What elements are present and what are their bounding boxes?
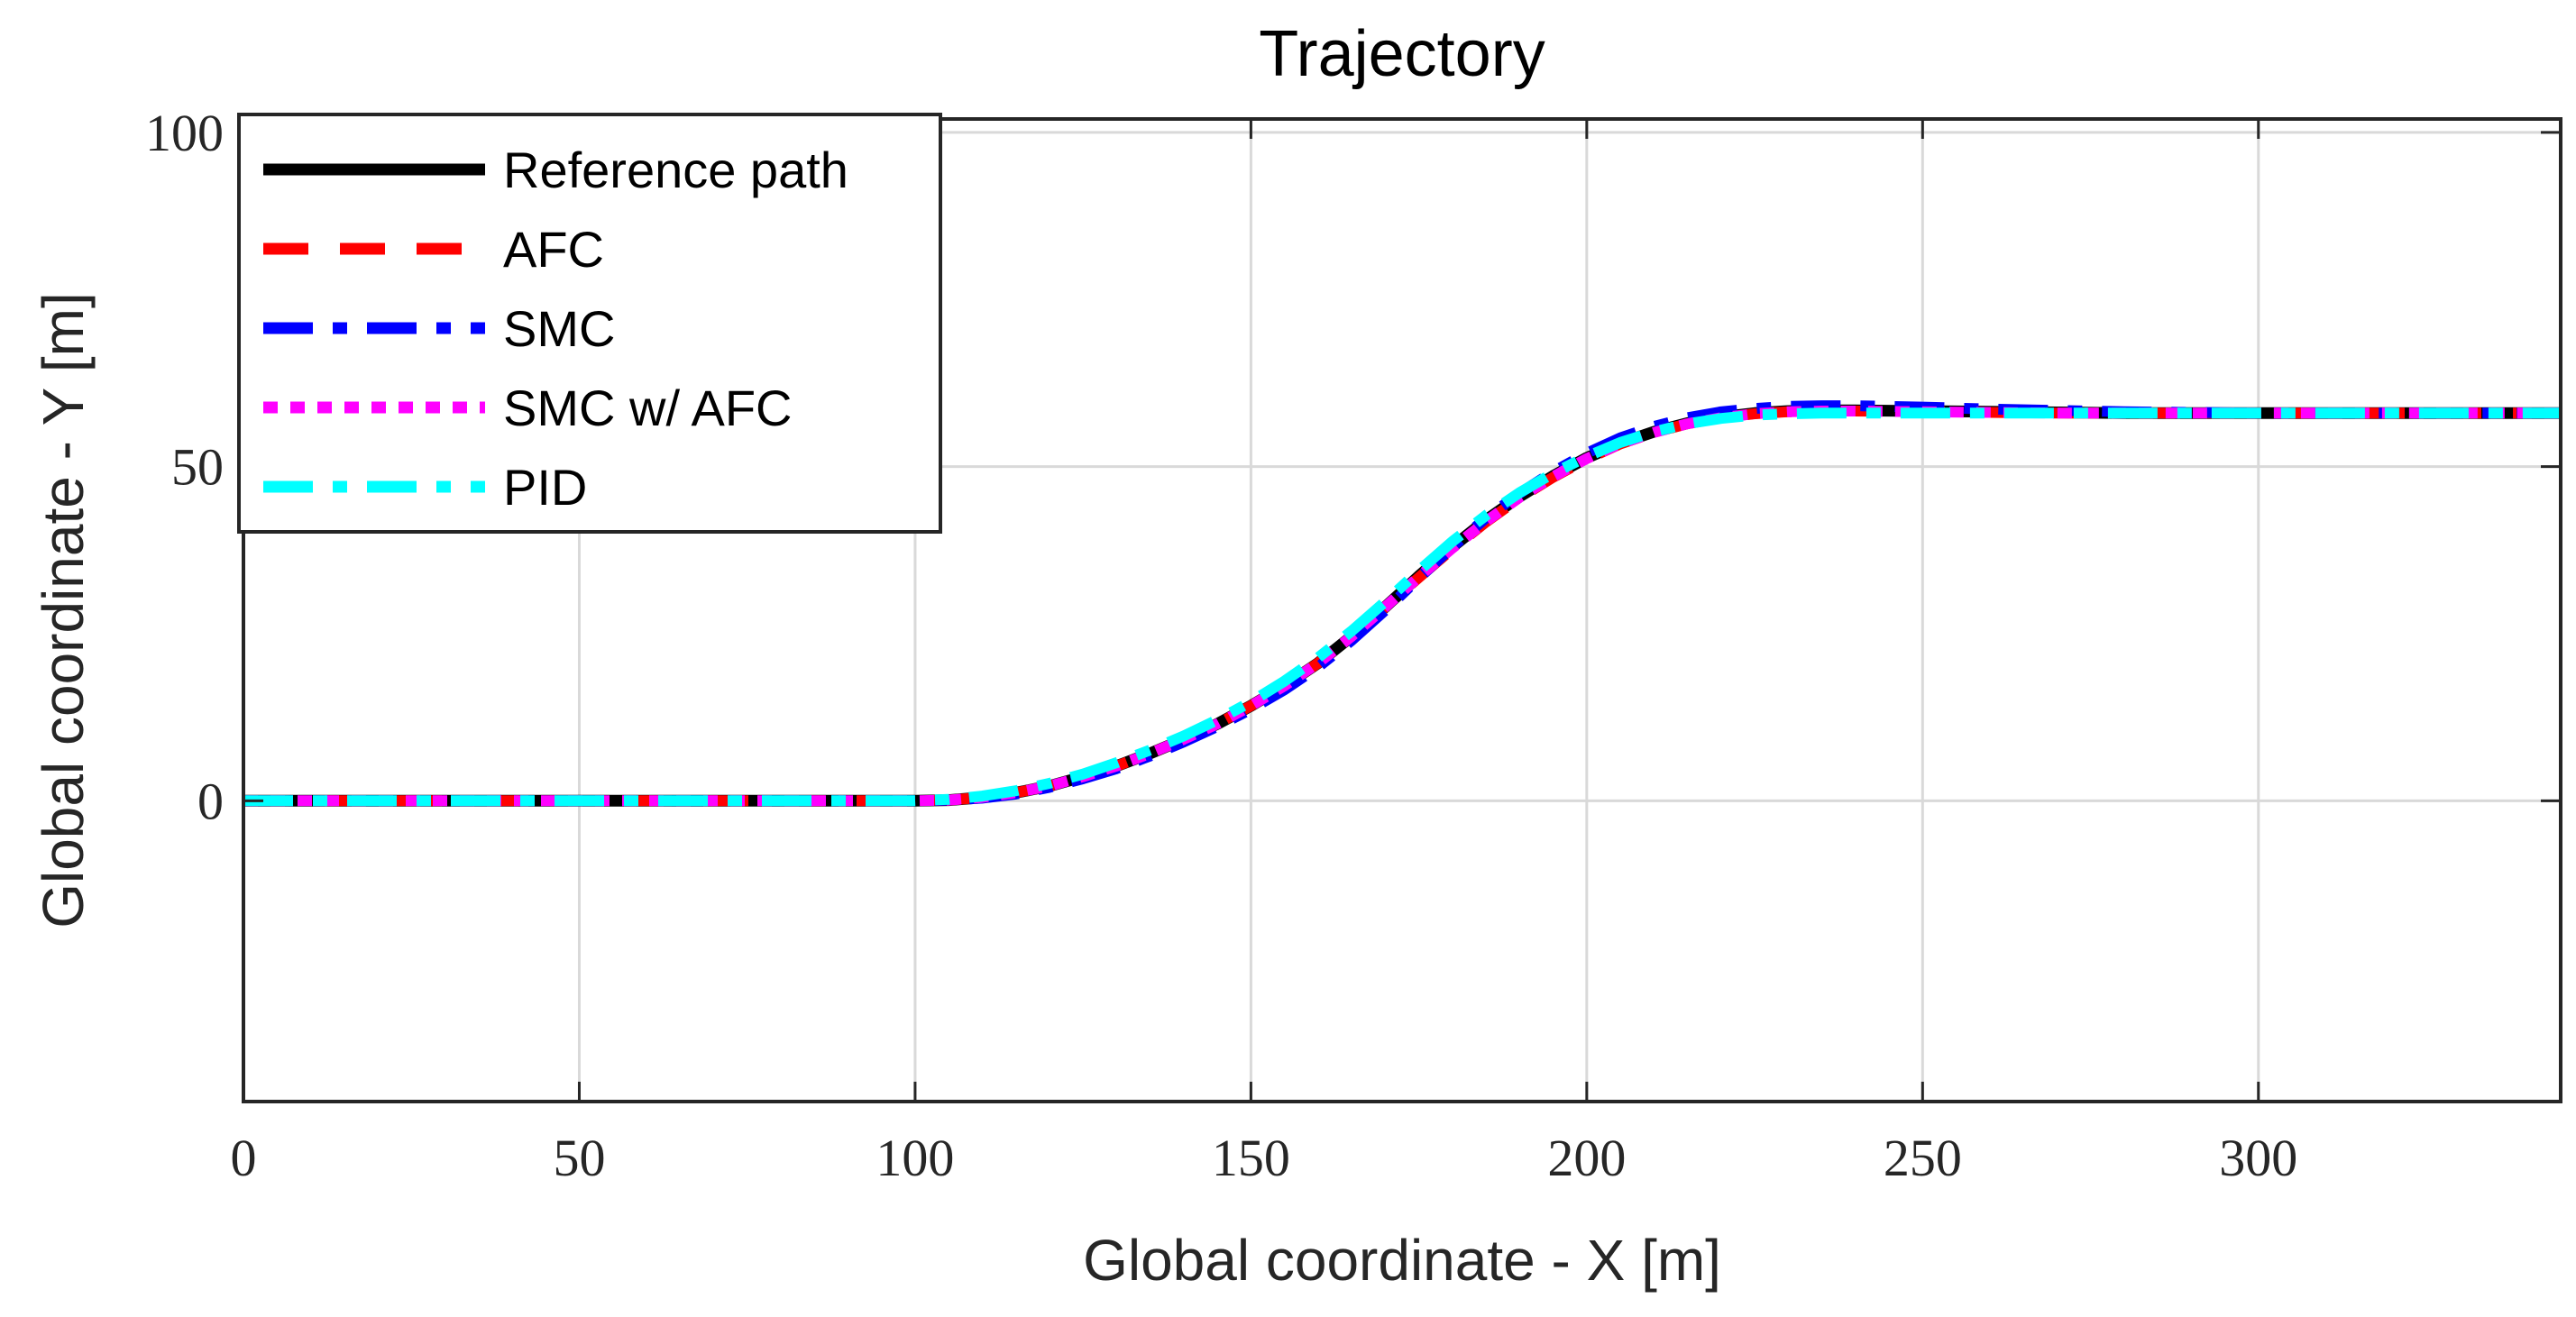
x-axis-label: Global coordinate - X [m] [1083, 1228, 1721, 1293]
series-line-pid [243, 407, 2561, 807]
legend-label: Reference path [503, 142, 848, 198]
y-tick-label: 100 [145, 104, 224, 162]
legend-label: SMC [503, 300, 615, 357]
x-tick-label: 200 [1547, 1129, 1626, 1187]
y-tick-label: 0 [197, 772, 224, 830]
legend: Reference path AFC SMC SMC w/ AFC PID [237, 113, 942, 534]
chart-title: Trajectory [1259, 18, 1545, 90]
x-tick-label: 150 [1212, 1129, 1290, 1187]
y-axis-label: Global coordinate - Y [m] [31, 292, 96, 928]
legend-label: SMC w/ AFC [503, 380, 792, 436]
x-tick-label: 50 [553, 1129, 605, 1187]
legend-label: AFC [503, 221, 604, 278]
x-tick-label: 100 [875, 1129, 954, 1187]
axes-box [242, 117, 2562, 1103]
y-tick-label: 50 [171, 438, 224, 497]
x-tick-label: 0 [231, 1129, 257, 1187]
series-layer [243, 400, 2561, 807]
legend-label: PID [503, 459, 587, 516]
x-tick-label: 250 [1884, 1129, 1962, 1187]
x-tick-labels: 0 50 100 150 200 250 300 [231, 1129, 2298, 1187]
x-tick-label: 300 [2219, 1129, 2297, 1187]
y-tick-labels: 0 50 100 [145, 104, 224, 830]
legend-box [237, 113, 942, 534]
